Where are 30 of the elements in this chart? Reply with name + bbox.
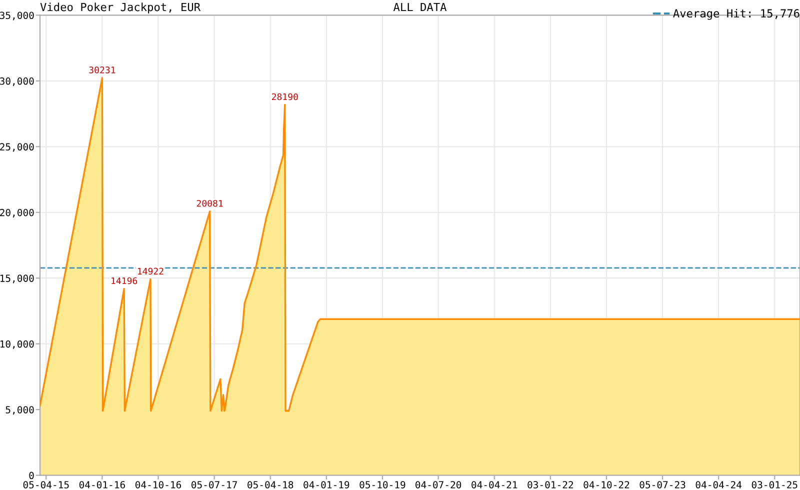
x-tick-label: 03-01-25	[752, 481, 798, 488]
x-tick-label: 04-10-16	[135, 481, 182, 488]
x-tick-label: 04-07-20	[416, 481, 462, 488]
x-tick-label: 05-04-15	[23, 481, 69, 488]
y-tick-label: 25,000	[0, 143, 34, 152]
x-tick-label: 05-04-18	[248, 481, 294, 488]
x-tick-label: 05-07-17	[192, 481, 237, 488]
y-tick-label: 10,000	[0, 340, 34, 349]
x-tick-label: 05-07-23	[640, 481, 686, 488]
chart-subtitle: ALL DATA	[393, 2, 447, 12]
x-tick-label: 04-10-22	[584, 481, 630, 488]
x-tick-label: 04-01-19	[304, 481, 350, 488]
annotation: 28190	[272, 93, 298, 100]
x-tick-label: 04-01-16	[79, 481, 125, 488]
annotation: 14196	[112, 277, 138, 284]
annotation: 20081	[196, 200, 223, 207]
y-tick-label: 15,000	[0, 274, 34, 284]
x-tick-label: 05-10-19	[360, 481, 406, 488]
chart-title: Video Poker Jackpot, EUR	[40, 2, 201, 14]
y-tick-label: 20,000	[0, 208, 34, 218]
y-tick-label: 5,000	[6, 406, 34, 415]
x-tick-label: 04-04-24	[696, 481, 742, 488]
x-tick-label: 03-01-22	[528, 481, 574, 488]
x-tick-label: 04-04-21	[472, 481, 518, 488]
y-tick-label: 35,000	[0, 12, 34, 20]
legend-label: Average Hit: 15,776	[673, 8, 800, 20]
y-tick-label: 30,000	[0, 77, 34, 86]
annotation: 30231	[89, 66, 116, 74]
annotation: 14922	[138, 268, 164, 275]
y-tick-label: 0	[29, 472, 34, 480]
